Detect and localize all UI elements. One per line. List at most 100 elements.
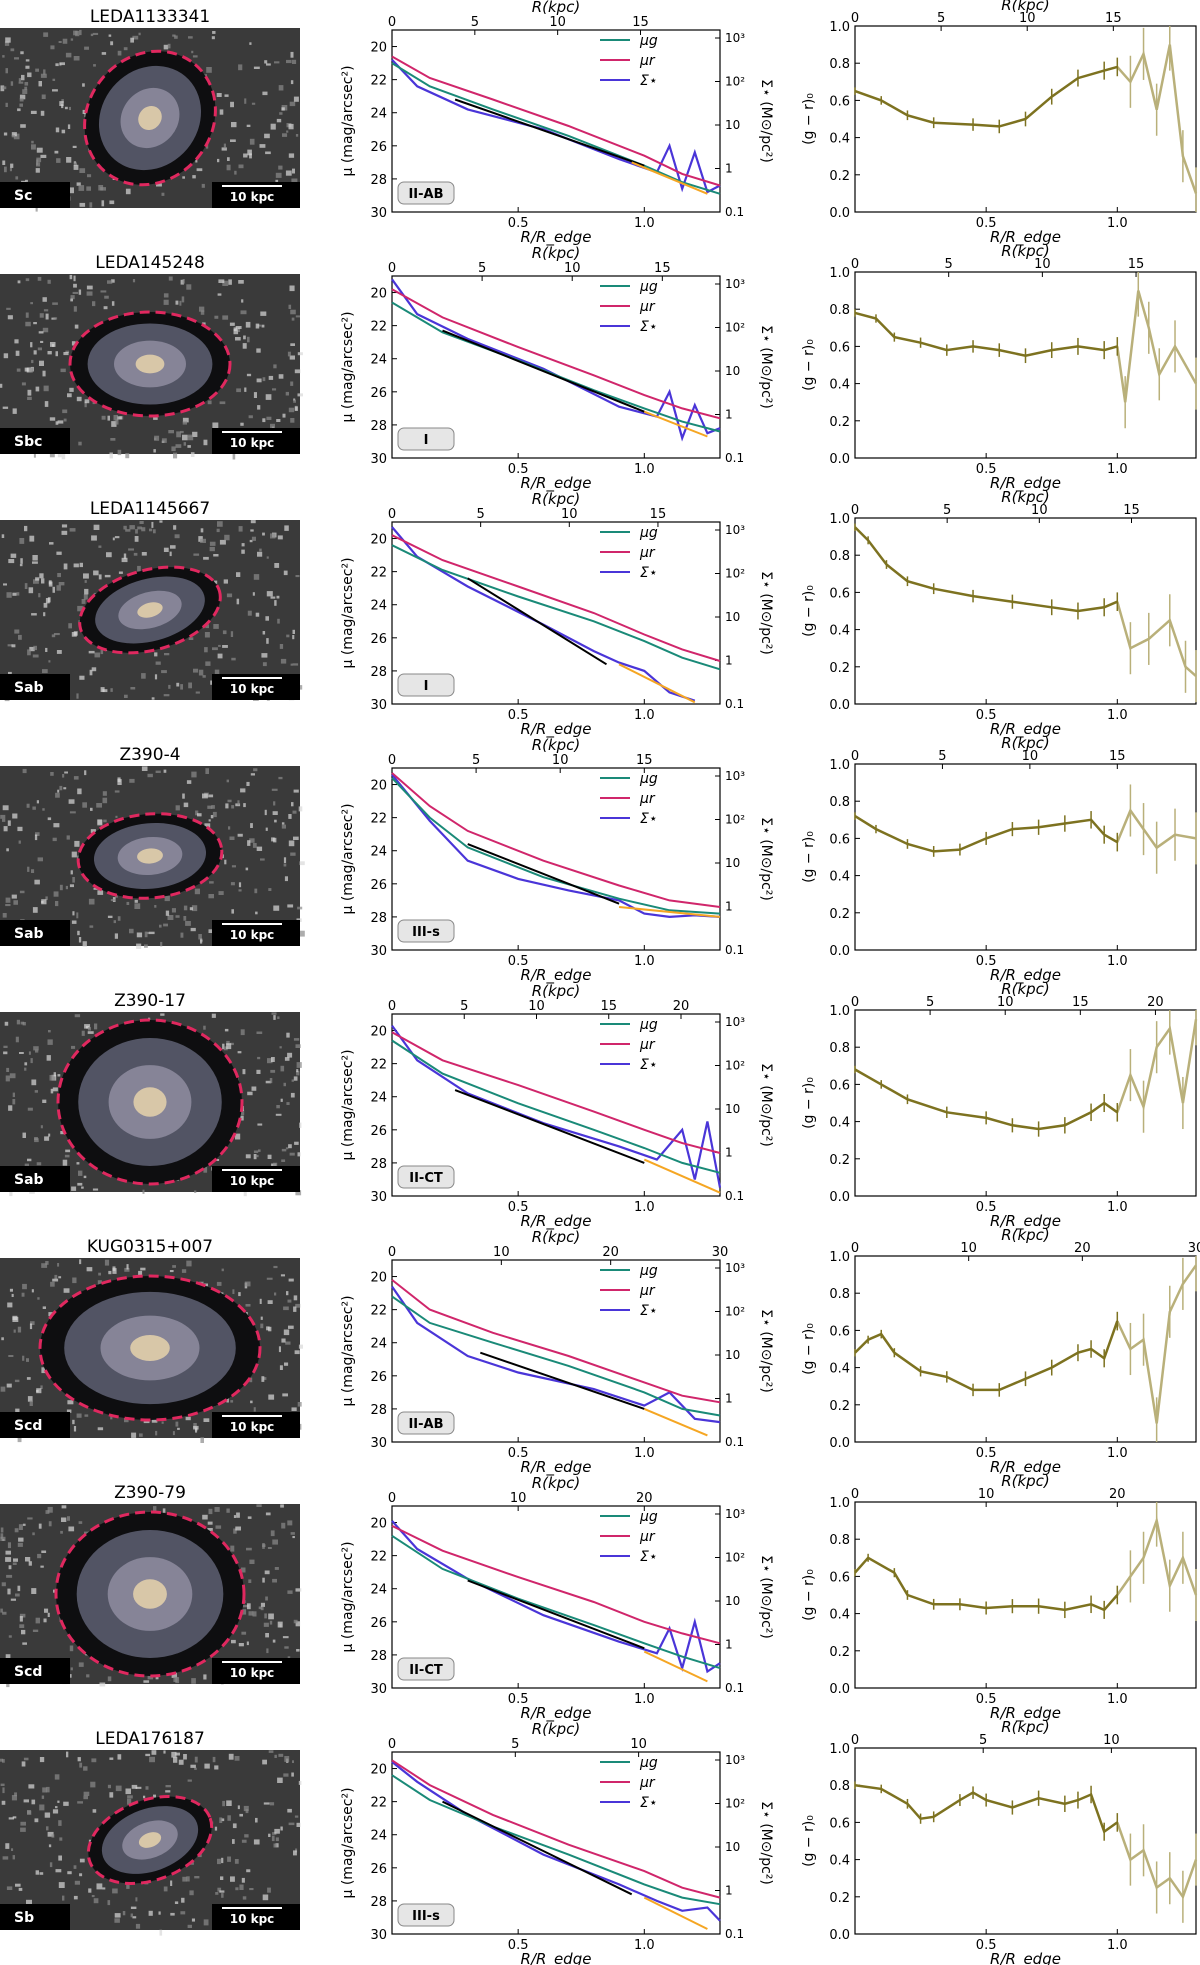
galaxy-name: LEDA1145667	[90, 499, 210, 519]
redge-tick-label: 1.0	[634, 1446, 655, 1461]
mu-tick-label: 30	[370, 452, 387, 467]
legend-label: Σ⋆	[640, 565, 658, 581]
profile-type-label: II-CT	[409, 1171, 443, 1186]
gr-tick-label: 0.0	[829, 1682, 850, 1697]
galaxy-row: Z390-79 Scd 10 kpc 20 22 24 26 28 30 10³ 10² 10 1 0.1…	[0, 1472, 1198, 1723]
galaxy-name: LEDA145248	[95, 253, 205, 273]
gr-axis-label: (g − r)₀	[801, 1815, 817, 1867]
sigma-axis-label: Σ⋆ (M⊙/pc²)	[758, 1309, 774, 1393]
fit-outer-line	[631, 161, 708, 195]
fit-outer-line	[643, 1158, 721, 1194]
mu-tick-label: 24	[370, 1583, 387, 1598]
sigma-tick-label: 10³	[725, 523, 745, 537]
profile-type-label: III-s	[412, 925, 440, 940]
legend-label: Σ⋆	[640, 319, 658, 335]
gr-tick-label: 0.6	[829, 1570, 850, 1585]
kpc-tick-label: 10	[493, 1245, 510, 1260]
mu-g-profile	[391, 1774, 721, 1906]
profile-panel: 20 22 24 26 28 30 10³ 10² 10 1 0.1 0.5 1.0 R/R_edge 0 5…	[340, 982, 774, 1231]
sigma-tick-label: 10³	[725, 31, 745, 45]
mu-tick-label: 30	[370, 1190, 387, 1205]
morph-type: Scd	[14, 1418, 42, 1434]
profile-type-badge	[397, 1903, 455, 1927]
sigma-tick-label: 0.1	[725, 697, 744, 711]
mu-tick-label: 26	[370, 632, 387, 647]
mu-tick-label: 24	[370, 107, 387, 122]
kpc-tick-label: 10	[1031, 503, 1048, 518]
isophote-ellipse	[83, 49, 217, 187]
redge-axis-label: R/R_edge	[990, 966, 1061, 985]
gr-tick-label: 0.4	[829, 378, 850, 393]
color-panel: 0.0 0.2 0.4 0.6 0.8 1.0 0.5 1.0 R/R_edge 0 5 10 15 R(…	[801, 0, 1198, 247]
mu-tick-label: 22	[370, 1796, 387, 1811]
sigma-tick-label: 10²	[725, 1305, 745, 1319]
mu-tick-label: 24	[370, 599, 387, 614]
mu-tick-label: 28	[370, 665, 387, 680]
redge-tick-label: 0.5	[508, 1200, 529, 1215]
profile-type-badge	[397, 1165, 455, 1189]
mu-g-profile	[391, 1039, 721, 1174]
gr-tick-label: 0.2	[829, 1645, 850, 1660]
sigma-tick-label: 10	[725, 1594, 740, 1608]
profile-panel: 20 22 24 26 28 30 10³ 10² 10 1 0.1 0.5 1.0 R/R_edge 0 1…	[340, 1474, 774, 1723]
galaxy-name: LEDA1133341	[90, 7, 210, 27]
kpc-tick-label: 10	[1103, 1733, 1120, 1748]
sigma-axis-label: Σ⋆ (M⊙/pc²)	[758, 1063, 774, 1147]
mu-g-profile	[391, 1534, 721, 1670]
fit-inner-line	[454, 98, 645, 167]
sigma-tick-label: 10²	[725, 1551, 745, 1565]
gr-tick-label: 1.0	[829, 266, 850, 281]
redge-tick-label: 0.5	[976, 708, 997, 723]
mu-r-profile	[391, 1279, 721, 1404]
redge-axis-label: R/R_edge	[990, 228, 1061, 247]
redge-axis-label: R/R_edge	[990, 1458, 1061, 1477]
redge-tick-label: 1.0	[634, 708, 655, 723]
mu-tick-label: 26	[370, 1862, 387, 1877]
kpc-axis-label: R(kpc)	[532, 244, 581, 262]
kpc-tick-label: 0	[851, 257, 859, 272]
kpc-tick-label: 0	[388, 15, 396, 30]
sigma-profile	[391, 1024, 722, 1188]
gr-tick-label: 0.8	[829, 795, 850, 810]
kpc-tick-label: 15	[1109, 749, 1126, 764]
legend-label: Σ⋆	[640, 1795, 658, 1811]
kpc-axis-label: R(kpc)	[532, 736, 581, 754]
sigma-tick-label: 0.1	[725, 943, 744, 957]
mu-tick-label: 28	[370, 1649, 387, 1664]
legend-label: Σ⋆	[640, 811, 658, 827]
fit-inner-line	[442, 1800, 633, 1896]
kpc-tick-label: 10	[549, 15, 566, 30]
sigma-tick-label: 10³	[725, 769, 745, 783]
redge-axis-label: R/R_edge	[521, 1458, 592, 1477]
gr-axis-label: (g − r)₀	[801, 1323, 817, 1375]
mu-tick-label: 20	[370, 779, 387, 794]
mu-axis-label: μ (mag/arcsec²)	[340, 1541, 356, 1652]
redge-tick-label: 0.5	[976, 1692, 997, 1707]
kpc-axis-label: R(kpc)	[1001, 980, 1050, 998]
mu-axis-label: μ (mag/arcsec²)	[340, 65, 356, 176]
legend-label: μr	[639, 1529, 656, 1545]
mu-tick-label: 20	[370, 1271, 387, 1286]
kpc-tick-label: 15	[1072, 995, 1089, 1010]
sigma-tick-label: 10²	[725, 321, 745, 335]
mu-tick-label: 22	[370, 812, 387, 827]
isophote-ellipse	[86, 1795, 214, 1885]
sigma-tick-label: 10	[725, 118, 740, 132]
isophote-ellipse	[78, 565, 222, 655]
sigma-tick-label: 0.1	[725, 451, 744, 465]
legend-label: μr	[639, 1283, 656, 1299]
redge-tick-label: 1.0	[634, 954, 655, 969]
fit-outer-line	[619, 906, 721, 918]
mu-tick-label: 22	[370, 1304, 387, 1319]
sigma-tick-label: 0.1	[725, 1435, 744, 1449]
mu-tick-label: 26	[370, 878, 387, 893]
gr-tick-label: 0.6	[829, 1324, 850, 1339]
sigma-axis-label: Σ⋆ (M⊙/pc²)	[758, 1801, 774, 1885]
color-panel: 0.0 0.2 0.4 0.6 0.8 1.0 0.5 1.0 R/R_edge 0 5 10 15 20…	[801, 980, 1198, 1231]
fit-inner-line	[467, 1579, 645, 1650]
redge-tick-label: 0.5	[508, 1692, 529, 1707]
mu-g-profile	[391, 777, 721, 915]
